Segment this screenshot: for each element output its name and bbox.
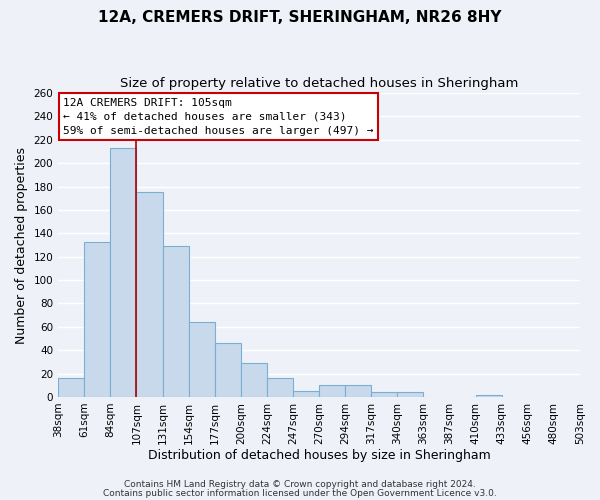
Bar xyxy=(293,391,319,397)
Bar xyxy=(319,386,345,397)
Text: 12A CREMERS DRIFT: 105sqm
← 41% of detached houses are smaller (343)
59% of semi: 12A CREMERS DRIFT: 105sqm ← 41% of detac… xyxy=(64,98,374,136)
Text: Contains HM Land Registry data © Crown copyright and database right 2024.: Contains HM Land Registry data © Crown c… xyxy=(124,480,476,489)
Title: Size of property relative to detached houses in Sheringham: Size of property relative to detached ho… xyxy=(120,78,518,90)
Text: 12A, CREMERS DRIFT, SHERINGHAM, NR26 8HY: 12A, CREMERS DRIFT, SHERINGHAM, NR26 8HY xyxy=(98,10,502,25)
Bar xyxy=(267,378,293,397)
Bar xyxy=(397,392,424,397)
Bar xyxy=(241,363,267,397)
Bar xyxy=(215,343,241,397)
Bar xyxy=(345,386,371,397)
X-axis label: Distribution of detached houses by size in Sheringham: Distribution of detached houses by size … xyxy=(148,450,490,462)
Bar xyxy=(371,392,397,397)
Bar xyxy=(58,378,84,397)
Bar xyxy=(110,148,136,397)
Bar xyxy=(136,192,163,397)
Bar xyxy=(84,242,110,397)
Bar xyxy=(188,322,215,397)
Text: Contains public sector information licensed under the Open Government Licence v3: Contains public sector information licen… xyxy=(103,488,497,498)
Y-axis label: Number of detached properties: Number of detached properties xyxy=(15,146,28,344)
Bar xyxy=(163,246,188,397)
Bar xyxy=(476,394,502,397)
